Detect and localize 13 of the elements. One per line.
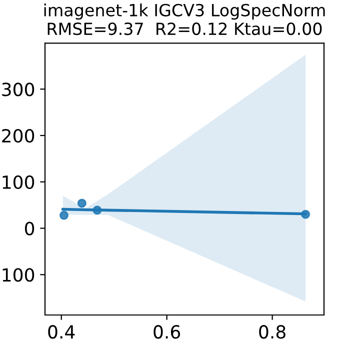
y-tick-label: 100 — [2, 268, 34, 282]
chart-title: imagenet-1k IGCV3 LogSpecNorm RMSE=9.37 R2=0.12 Ktau=0.00 — [44, 4, 325, 36]
y-tick-label: 300 — [2, 82, 34, 96]
point — [59, 210, 68, 220]
y-tick-label: 200 — [2, 128, 34, 143]
point — [77, 198, 86, 208]
x-tick-label: 0.6 — [154, 325, 180, 339]
y-tick-label: 100 — [2, 175, 34, 189]
x-tick-label: 0.4 — [48, 325, 75, 339]
x-tick-label: 0.8 — [259, 325, 286, 339]
y-tick-label: 0 — [24, 222, 34, 236]
point — [92, 206, 102, 215]
point — [301, 210, 310, 219]
